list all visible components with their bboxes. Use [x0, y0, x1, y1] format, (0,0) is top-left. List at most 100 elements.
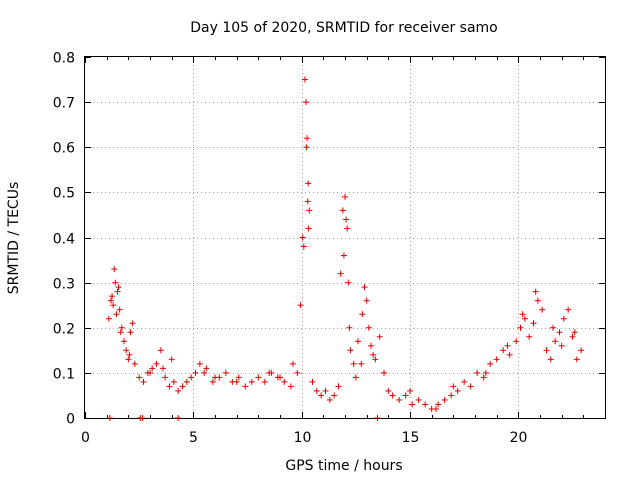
data-point [461, 378, 468, 385]
axis-ticks: 0 0.1 0.2 0.3 0.4 0.5 0.6 0.7 0.8 0 5 10 15 20 [53, 51, 605, 446]
data-point [266, 369, 273, 376]
data-point [358, 360, 365, 367]
data-point [335, 383, 342, 390]
data-point [242, 383, 249, 390]
data-point [129, 320, 136, 327]
data-point [294, 369, 301, 376]
data-point [368, 342, 374, 349]
data-point [454, 387, 461, 394]
data-point [303, 99, 309, 106]
grid [85, 57, 605, 418]
data-point [281, 378, 288, 385]
data-point [127, 329, 134, 336]
data-point [422, 401, 429, 408]
data-point [435, 401, 442, 408]
data-point [277, 374, 283, 381]
data-point [162, 374, 169, 381]
data-point [343, 216, 350, 223]
x-tick-label: 10 [294, 430, 312, 446]
data-point [105, 315, 112, 322]
data-point [396, 396, 403, 403]
data-point [467, 383, 474, 390]
data-point [299, 234, 306, 241]
data-point [345, 279, 352, 286]
data-point [305, 180, 312, 187]
data-point [300, 243, 307, 250]
data-point [175, 387, 182, 394]
data-point [506, 351, 513, 358]
data-point [389, 392, 396, 399]
data-point [168, 356, 175, 363]
data-point [131, 360, 138, 367]
data-point [309, 378, 316, 385]
data-point [106, 415, 113, 421]
data-point [212, 374, 218, 381]
data-point [340, 252, 347, 259]
data-point [344, 225, 351, 232]
data-point [532, 288, 539, 295]
data-point [110, 302, 117, 309]
data-point [203, 365, 210, 372]
data-point [170, 378, 177, 385]
data-point [233, 378, 240, 385]
data-point [301, 76, 308, 83]
data-point [558, 342, 565, 349]
y-tick-label: 0.7 [53, 96, 75, 112]
data-point [157, 347, 164, 354]
data-point [385, 387, 392, 394]
data-point [487, 360, 494, 367]
data-point [556, 329, 563, 336]
data-point [123, 347, 130, 354]
y-tick-label: 0.3 [53, 277, 75, 293]
data-point [441, 396, 448, 403]
data-point [361, 284, 368, 291]
data-point [235, 374, 242, 381]
data-point [402, 392, 409, 399]
data-point [261, 378, 268, 385]
data-point [381, 369, 387, 376]
data-point [255, 374, 262, 381]
data-point [248, 378, 255, 385]
data-point [337, 270, 344, 277]
data-point [322, 387, 329, 394]
data-point [153, 360, 160, 367]
data-point [304, 198, 311, 205]
data-point [222, 369, 229, 376]
data-point [569, 333, 576, 340]
data-point [192, 369, 199, 376]
data-point [318, 392, 325, 399]
data-point [116, 306, 123, 313]
data-point [482, 369, 489, 376]
data-point [450, 383, 457, 390]
data-point [136, 374, 143, 381]
data-point [297, 302, 304, 309]
data-point [480, 374, 487, 381]
data-point [140, 378, 147, 385]
data-point [539, 306, 546, 313]
data-point [188, 374, 195, 381]
data-point [139, 415, 146, 421]
data-point [547, 356, 554, 363]
data-point [109, 293, 116, 300]
plot-frame [84, 56, 606, 419]
data-point [573, 356, 580, 363]
data-point [493, 356, 500, 363]
y-tick-label: 0.6 [53, 141, 75, 157]
data-point [500, 347, 507, 354]
data-point [560, 315, 567, 322]
data-point [474, 369, 481, 376]
data-point [359, 311, 366, 318]
data-point [571, 329, 578, 336]
data-point [355, 338, 361, 345]
data-point [108, 297, 114, 304]
data-point [326, 396, 333, 403]
data-point [113, 311, 120, 318]
data-point [183, 378, 190, 385]
data-point [160, 365, 166, 372]
data-point [313, 387, 320, 394]
data-point [114, 288, 121, 295]
data-point [339, 207, 346, 214]
data-point [365, 324, 372, 331]
